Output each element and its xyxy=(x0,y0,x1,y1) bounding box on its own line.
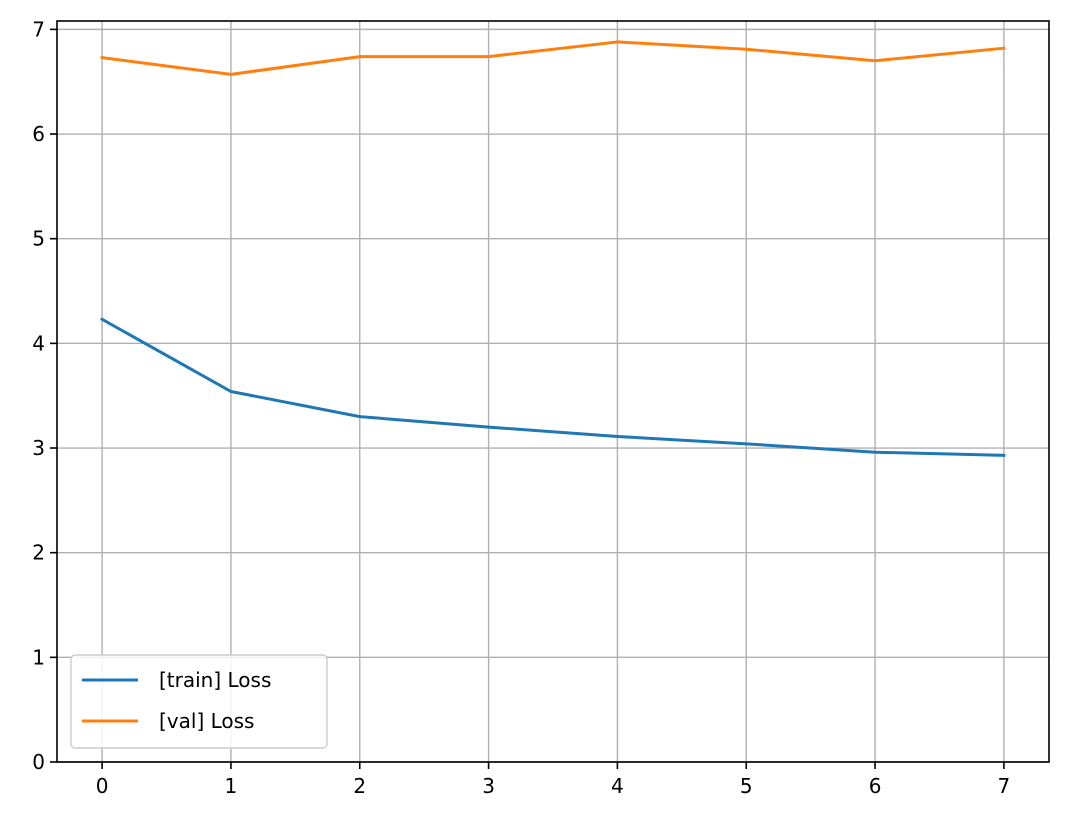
x-tick-label: 1 xyxy=(225,774,238,798)
y-tick-label: 4 xyxy=(32,331,45,355)
series-line-1 xyxy=(100,40,1006,76)
y-tick-label: 2 xyxy=(32,541,45,565)
legend: [train] Loss [val] Loss xyxy=(70,654,328,749)
legend-label-1: [val] Loss xyxy=(159,709,254,733)
legend-label-0: [train] Loss xyxy=(159,668,271,692)
plot-frame xyxy=(56,20,1050,763)
x-tick-label: 0 xyxy=(96,774,109,798)
legend-box xyxy=(70,654,328,749)
x-tick-label: 3 xyxy=(482,774,495,798)
y-tick-label: 1 xyxy=(32,645,45,669)
x-tick-label: 4 xyxy=(611,774,624,798)
x-tick-label: 5 xyxy=(740,774,753,798)
series-line-0 xyxy=(100,317,1006,457)
x-tick-label: 6 xyxy=(869,774,882,798)
x-tick-label: 7 xyxy=(998,774,1011,798)
y-tick-label: 6 xyxy=(32,122,45,146)
y-tick-label: 5 xyxy=(32,227,45,251)
y-tick-label: 3 xyxy=(32,436,45,460)
series-lines xyxy=(100,40,1006,457)
y-tick-label: 7 xyxy=(32,17,45,41)
y-tick-label: 0 xyxy=(32,750,45,774)
axis-ticks: 0 1 2 3 4 5 6 7 0 1 2 3 4 5 6 7 xyxy=(32,17,1010,798)
x-tick-label: 2 xyxy=(353,774,366,798)
